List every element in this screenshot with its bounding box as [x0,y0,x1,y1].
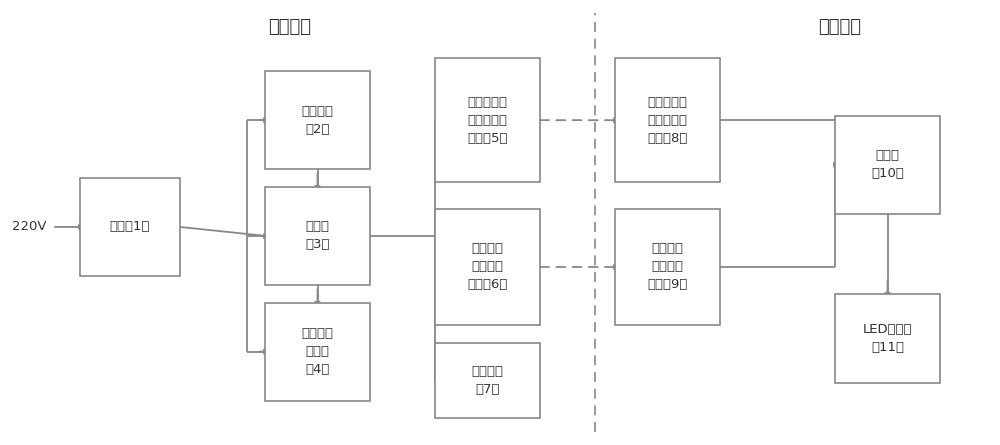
Bar [80,178,180,276]
Bar [265,187,370,285]
Bar [435,343,540,418]
Text: 电源（1）: 电源（1） [110,220,150,234]
Bar [265,71,370,169]
Bar [615,58,720,182]
Text: 第一无线电
磁信号收发
模块（5）: 第一无线电 磁信号收发 模块（5） [467,96,508,145]
Bar [435,209,540,325]
Text: 灾害体信
息模块
（4）: 灾害体信 息模块 （4） [302,327,334,376]
Bar [615,209,720,325]
Text: 呼救终端: 呼救终端 [268,18,312,36]
Text: 搜救终端: 搜救终端 [818,18,862,36]
Bar [835,116,940,214]
Text: 定位模块
（2）: 定位模块 （2） [302,105,334,136]
Text: 220V: 220V [12,220,46,234]
Text: 机械振动
信号接收
模块（9）: 机械振动 信号接收 模块（9） [647,243,688,291]
Text: 处理器
（10）: 处理器 （10） [871,149,904,180]
Text: 机械振动
信号发射
模块（6）: 机械振动 信号发射 模块（6） [467,243,508,291]
Text: 第二无线电
磁信号收发
模块（8）: 第二无线电 磁信号收发 模块（8） [647,96,688,145]
Text: 控制器
（3）: 控制器 （3） [305,220,330,251]
Text: 存储模块
（7）: 存储模块 （7） [472,365,504,396]
Text: LED显示器
（11）: LED显示器 （11） [863,323,912,354]
Bar [265,303,370,400]
Bar [435,58,540,182]
Bar [835,294,940,383]
